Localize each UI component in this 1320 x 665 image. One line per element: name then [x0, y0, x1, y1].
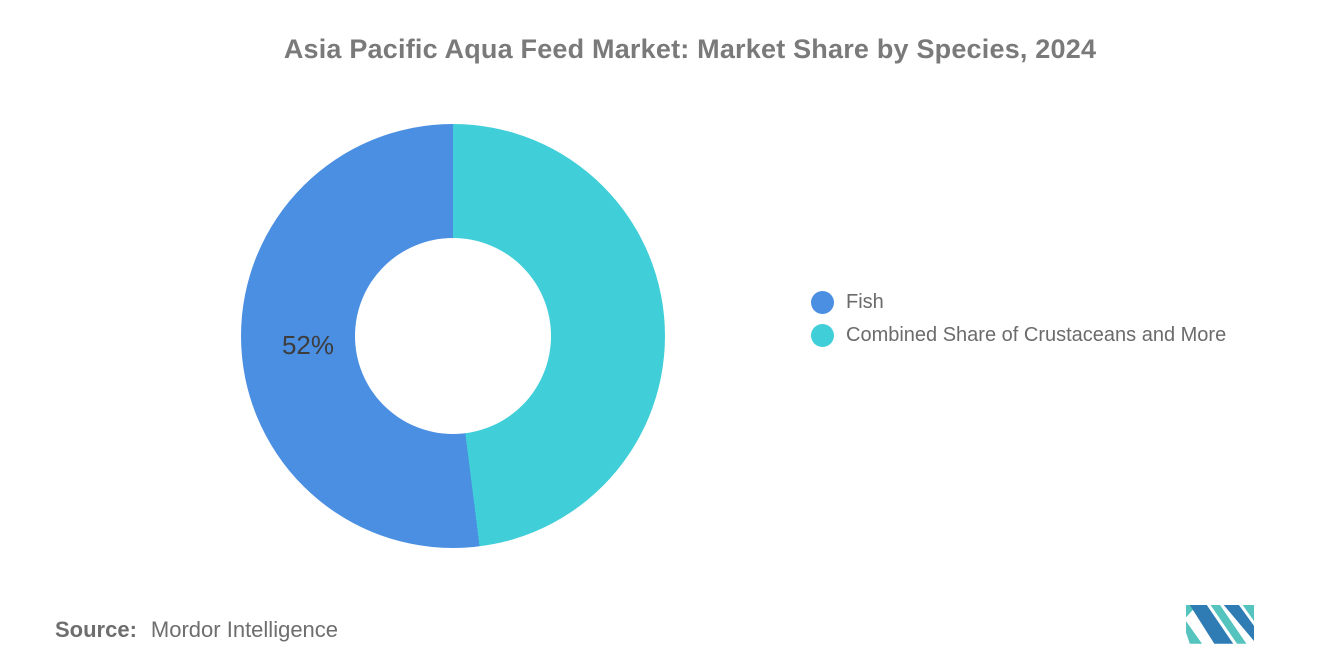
- logo-shape: [1223, 605, 1254, 641]
- logo-shape: [1189, 605, 1234, 644]
- legend-swatch-fish: [811, 291, 834, 314]
- legend-label-fish: Fish: [846, 291, 884, 313]
- source-prefix: Source:: [55, 617, 137, 642]
- legend-item-fish: Fish: [811, 286, 1226, 319]
- donut-hole: [355, 238, 551, 434]
- source-text: Mordor Intelligence: [150, 617, 339, 642]
- mordor-intelligence-logo: [1186, 605, 1254, 644]
- chart-legend: Fish Combined Share of Crustaceans and M…: [811, 286, 1226, 352]
- legend-swatch-crustaceans: [811, 324, 834, 347]
- logo-shape: [1186, 621, 1203, 644]
- legend-label-crustaceans: Combined Share of Crustaceans and More: [846, 324, 1227, 346]
- logo-shape: [1210, 605, 1247, 644]
- donut-chart: [241, 124, 665, 548]
- legend-item-crustaceans: Combined Share of Crustaceans and More: [811, 319, 1226, 352]
- slice-label-fish: 52%: [281, 330, 335, 360]
- source-attribution: Source: Mordor Intelligence: [55, 617, 338, 643]
- chart-title: Asia Pacific Aqua Feed Market: Market Sh…: [283, 34, 1097, 64]
